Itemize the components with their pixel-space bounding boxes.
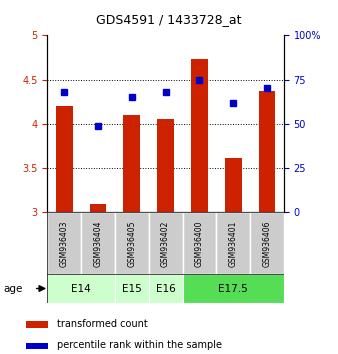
Text: transformed count: transformed count (57, 319, 148, 329)
Text: E14: E14 (71, 284, 91, 293)
Bar (191, 59, 208, 212)
Text: GSM936400: GSM936400 (195, 220, 204, 267)
Text: age: age (3, 284, 23, 293)
Bar (183, 212, 216, 274)
Bar (250, 212, 284, 274)
Bar (115, 212, 149, 274)
Text: percentile rank within the sample: percentile rank within the sample (57, 340, 222, 350)
Bar (26, 321, 48, 327)
Text: GSM936402: GSM936402 (161, 220, 170, 267)
Bar (149, 212, 183, 274)
Bar (259, 91, 275, 212)
Text: E15: E15 (122, 284, 142, 293)
Bar (157, 120, 174, 212)
Bar (47, 212, 81, 274)
Bar (56, 106, 73, 212)
Bar (225, 158, 242, 212)
Text: E16: E16 (156, 284, 175, 293)
Text: E17.5: E17.5 (218, 284, 248, 293)
Bar (149, 274, 183, 303)
Bar (115, 274, 149, 303)
Text: GSM936405: GSM936405 (127, 220, 136, 267)
Bar (47, 274, 115, 303)
Text: GSM936404: GSM936404 (94, 220, 102, 267)
Text: GDS4591 / 1433728_at: GDS4591 / 1433728_at (96, 13, 242, 26)
Bar (123, 115, 140, 212)
Text: GSM936401: GSM936401 (229, 220, 238, 267)
Text: GSM936406: GSM936406 (263, 220, 271, 267)
Bar (26, 343, 48, 349)
Text: GSM936403: GSM936403 (60, 220, 69, 267)
Bar (216, 212, 250, 274)
Bar (183, 274, 284, 303)
Bar (90, 204, 106, 212)
Bar (81, 212, 115, 274)
